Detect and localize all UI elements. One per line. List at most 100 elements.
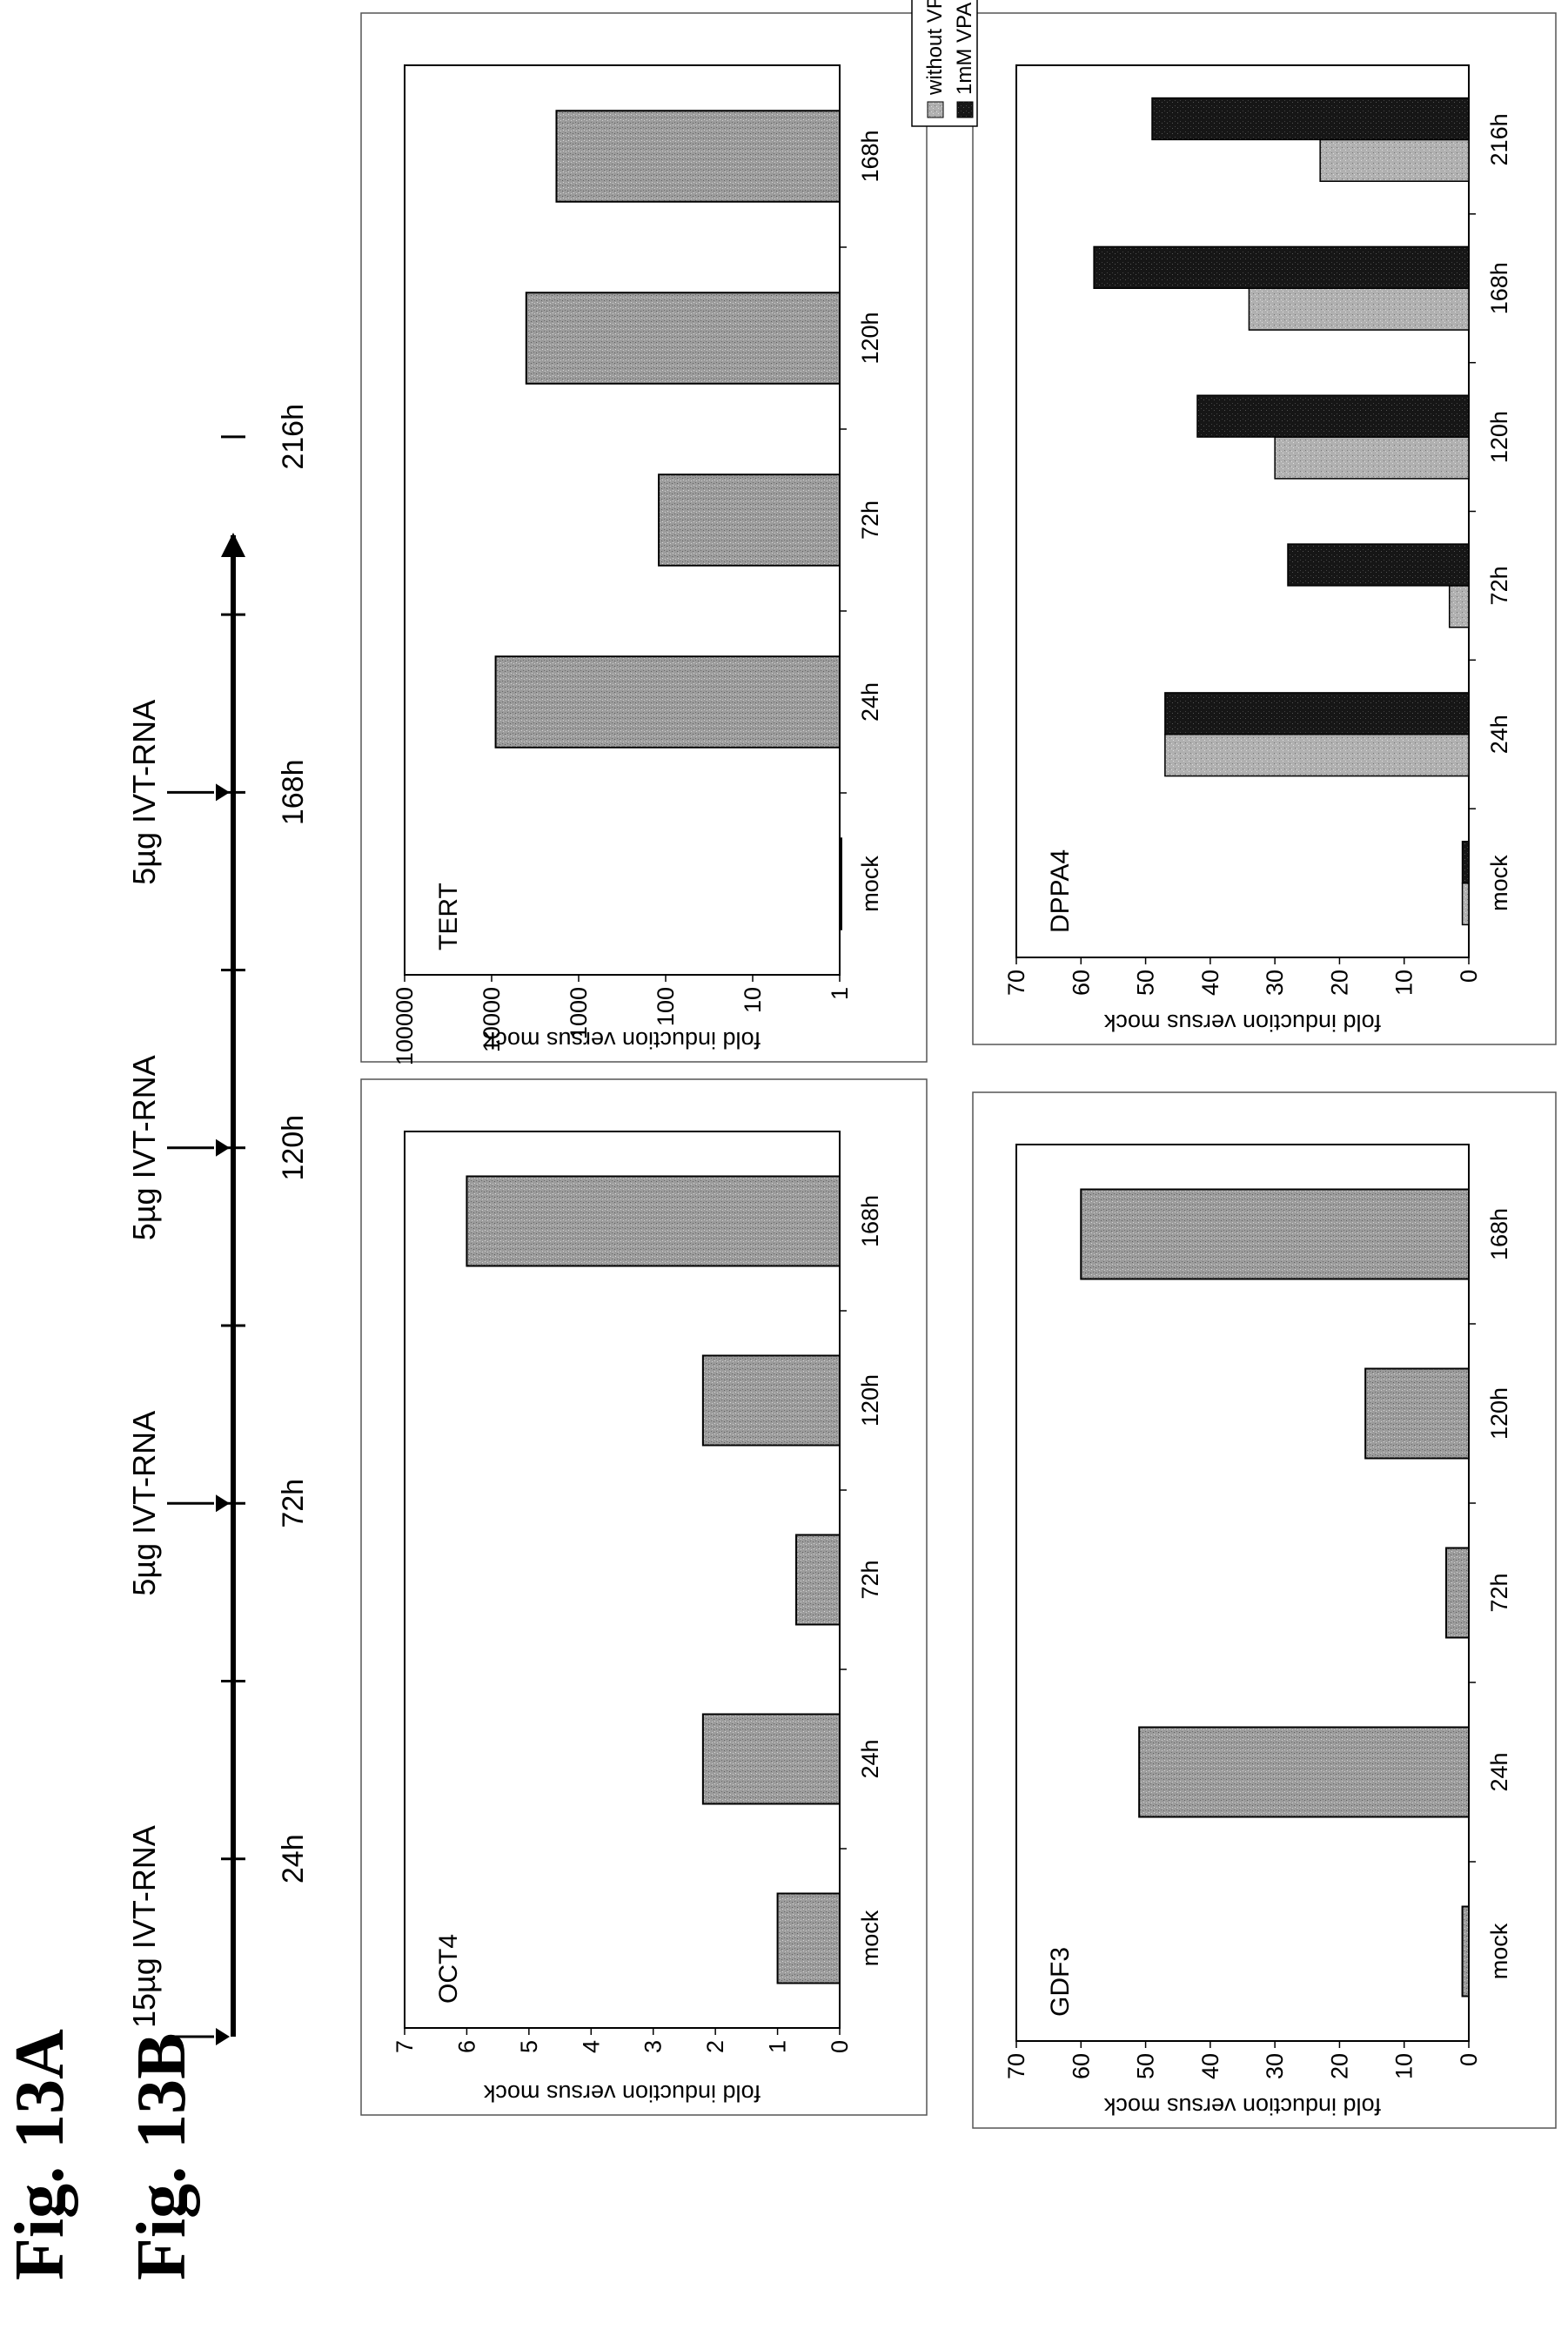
x-tick-label: 24h [1486,1752,1512,1791]
chart-legend: without VPA 1mM VPA [911,0,978,127]
y-tick-label: 1000 [566,987,592,1039]
y-tick-label: 40 [1197,970,1223,996]
legend-swatch [956,101,974,118]
y-tick-label: 7 [392,2040,418,2053]
chart-frame [360,1078,928,2116]
x-tick-label: 168h [1486,262,1512,314]
y-tick-label: 60 [1068,2053,1094,2079]
chart-title: GDF3 [1046,1947,1075,2017]
bar [1248,287,1470,331]
timeline-time-label: 120h [277,1115,310,1181]
bar [839,837,842,930]
bar [1093,245,1470,289]
x-tick-label: 24h [857,1739,883,1778]
y-tick-label: 20 [1326,2053,1352,2079]
y-axis-label: fold induction versus mock [483,1027,761,1053]
x-tick-label: 72h [1486,566,1512,605]
y-tick-label: 30 [1262,970,1288,996]
chart-title: DPPA4 [1046,849,1075,933]
y-tick-label: 0 [1456,2053,1482,2066]
bar [1461,840,1470,884]
bar [1164,734,1470,777]
y-tick-label: 5 [516,2040,542,2053]
x-tick-label: mock [1486,1923,1512,1979]
y-tick-label: 1 [765,2040,791,2053]
y-tick-label: 40 [1197,2053,1223,2079]
bar [525,292,841,385]
bar [494,655,841,749]
y-tick-label: 60 [1068,970,1094,996]
chart-frame [360,12,928,1063]
x-tick-label: 120h [1486,411,1512,463]
x-tick-label: 120h [857,1374,883,1427]
injection-label: 15µg IVT-RNA [126,1825,162,2028]
injection-label: 5µg IVT-RNA [126,1411,162,1596]
y-tick-label: 20 [1326,970,1352,996]
bar [466,1175,841,1267]
timeline-arrowhead [221,533,245,557]
chart-title: TERT [434,883,463,950]
bar [1080,1188,1471,1280]
bar [1287,543,1470,587]
y-tick-label: 0 [1456,970,1482,983]
chart-tert: 1 10 100 1000 10000 100000 fold induction vers… [360,12,928,1065]
bar [1196,394,1470,438]
x-tick-label: mock [857,856,883,912]
y-tick-label: 6 [453,2040,479,2053]
bar [1151,97,1470,141]
figure-label-13a: Fig. 13A [2,2029,78,2280]
bar [1448,585,1470,628]
y-axis-label: fold induction versus mock [483,2080,761,2106]
x-tick-label: 216h [1486,113,1512,165]
chart-dppa4: 0 10 20 30 40 50 60 70 fold induction versus moc… [911,0,1557,1045]
timeline-time-label: 24h [277,1834,310,1883]
y-tick-label: 10 [740,987,766,1013]
timeline-time-label: 72h [277,1479,310,1528]
bar [1461,882,1470,926]
bar [701,1354,841,1447]
x-tick-label: mock [1486,855,1512,911]
legend-box [911,0,978,127]
bar [1164,692,1470,735]
y-tick-label: 100000 [392,987,418,1065]
y-tick-label: 2 [702,2040,728,2053]
y-tick-label: 10 [1391,970,1417,996]
y-tick-label: 10000 [479,987,505,1052]
x-tick-label: 168h [857,130,883,182]
y-tick-label: 0 [827,2040,853,2053]
injection-arrowhead [216,1138,230,1157]
bar [776,1892,841,1984]
injection-label: 5µg IVT-RNA [126,700,162,885]
y-tick-label: 100 [653,987,679,1026]
bar [658,473,841,567]
y-axis-label: fold induction versus mock [1103,1010,1381,1036]
x-tick-label: 168h [857,1195,883,1247]
y-tick-label: 3 [640,2040,667,2053]
chart-frame [972,1091,1557,2129]
injection-arrowhead [216,783,230,802]
x-tick-label: 120h [857,312,883,364]
x-tick-label: 168h [1486,1208,1512,1260]
y-tick-label: 1 [827,987,853,1000]
legend-label: without VPA [923,0,947,96]
figure-label-13b: Fig. 13B [124,2033,200,2280]
bar [795,1534,841,1626]
bar [555,110,841,203]
bar [1461,1905,1470,1998]
timeline-time-label: 168h [277,759,310,825]
injection-timeline: 24h 72h 120h 168h 216h 15µg IVT-RNA 5µg IVT-RN… [126,404,310,2045]
x-tick-label: 72h [857,1560,883,1599]
x-tick-label: 24h [1486,715,1512,754]
legend-swatch [927,101,944,118]
x-tick-label: 72h [857,500,883,540]
y-tick-label: 30 [1262,2053,1288,2079]
bar [701,1713,841,1805]
y-tick-label: 4 [578,2040,604,2053]
bar [1364,1367,1470,1460]
bar [1138,1726,1470,1818]
chart-oct4: 0 1 2 3 4 5 6 7 fold induction versus mock OCT4 mo… [360,1078,928,2116]
x-tick-label: 120h [1486,1387,1512,1440]
x-tick-label: 72h [1486,1573,1512,1612]
y-axis-label: fold induction versus mock [1103,2093,1381,2119]
